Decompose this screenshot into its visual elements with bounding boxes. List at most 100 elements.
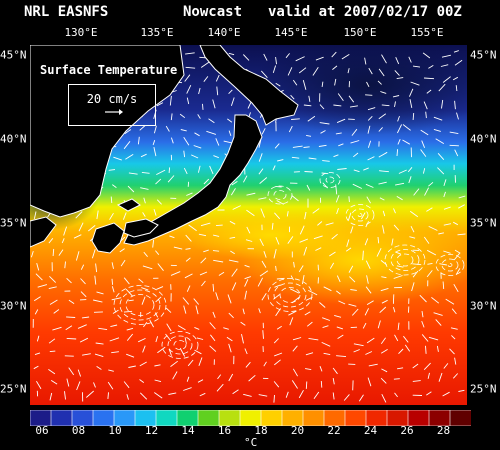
current-vector [337,93,344,102]
current-vector [245,239,253,242]
current-vector [319,302,326,308]
current-vector [367,125,371,134]
current-vector [243,393,252,397]
current-vector [308,337,319,341]
eddy-ring [447,263,453,267]
current-vector [305,381,308,389]
current-vector [186,192,193,196]
current-vector [91,249,96,259]
current-vector [299,238,309,243]
current-vector [421,334,429,342]
current-vector [209,165,214,175]
lat-label-45-right: 45°N [470,48,497,62]
current-vector [449,348,455,355]
current-vector [108,369,114,372]
eddy-ring [319,172,341,188]
current-vector [338,143,344,147]
current-vector [187,359,194,367]
current-vector [322,317,331,321]
current-vector [397,139,401,145]
current-vector [108,169,116,171]
sea-surface-temperature-map [30,45,467,405]
current-vector [226,336,233,342]
current-vector [308,157,317,160]
current-vector [364,57,367,65]
current-vector [231,181,238,186]
current-vector [368,67,373,75]
current-vector [443,191,446,198]
current-vector [292,79,298,86]
current-vector [410,81,420,86]
current-vector [165,333,172,342]
current-vector [343,394,350,401]
lat-label-45-left: 45°N [0,48,27,62]
current-vector [138,337,146,343]
current-vector [142,345,146,353]
current-vector [213,155,219,159]
current-vector [335,195,340,203]
current-vector [34,352,41,356]
current-vector [285,53,290,59]
current-vector [275,265,277,272]
current-vector [312,66,319,76]
current-vector [350,140,360,144]
current-vector [127,185,135,193]
current-vector [431,297,440,304]
current-vector [365,183,374,188]
current-vector [155,336,159,343]
current-vector [394,70,400,76]
current-vector [169,235,175,239]
current-vector [319,366,323,372]
current-vector [230,250,235,255]
okhotsk-cold-zone [250,45,467,135]
current-vector [271,222,274,230]
current-vector [228,130,232,137]
current-vector [394,392,398,398]
current-vector [454,149,459,157]
current-vector [128,365,136,368]
current-vector [212,250,220,252]
current-vector [95,342,104,345]
colorbar-tick-label: 18 [254,424,268,437]
current-vector [275,185,282,188]
current-vector [423,362,431,371]
current-vector [186,285,191,292]
current-vector [33,365,39,370]
current-vector [333,154,339,158]
current-vector [165,125,170,132]
current-vector [182,297,190,305]
current-vector [184,74,191,82]
current-vector [423,236,430,244]
current-vector [183,150,186,158]
current-vector [154,392,163,399]
current-vector [191,154,199,159]
current-vector [111,286,115,293]
current-vector [305,352,314,356]
current-vector [397,322,400,331]
current-vector [306,321,313,327]
current-vector [232,389,239,395]
current-vector [185,257,191,262]
current-vector [123,310,133,313]
current-vector [403,335,409,343]
current-vector [65,325,73,331]
current-vector [395,57,400,65]
current-vector [412,270,419,278]
current-vector [126,353,135,358]
current-vector [168,392,177,395]
current-vector [155,178,162,185]
colorbar-tick-label: 20 [290,424,305,437]
current-vector [426,207,433,212]
lon-label-135: 135°E [140,26,174,39]
current-vector [313,391,320,400]
current-vector [201,280,206,287]
colorbar-tick-label: 06 [35,424,49,437]
lat-label-25-right: 25°N [470,382,497,396]
current-vector [140,187,149,190]
current-vector [272,165,276,171]
current-vector [185,248,191,250]
current-vector [427,262,433,265]
colorbar-cell [449,410,471,426]
current-vector [422,168,426,174]
current-vector [156,286,164,290]
